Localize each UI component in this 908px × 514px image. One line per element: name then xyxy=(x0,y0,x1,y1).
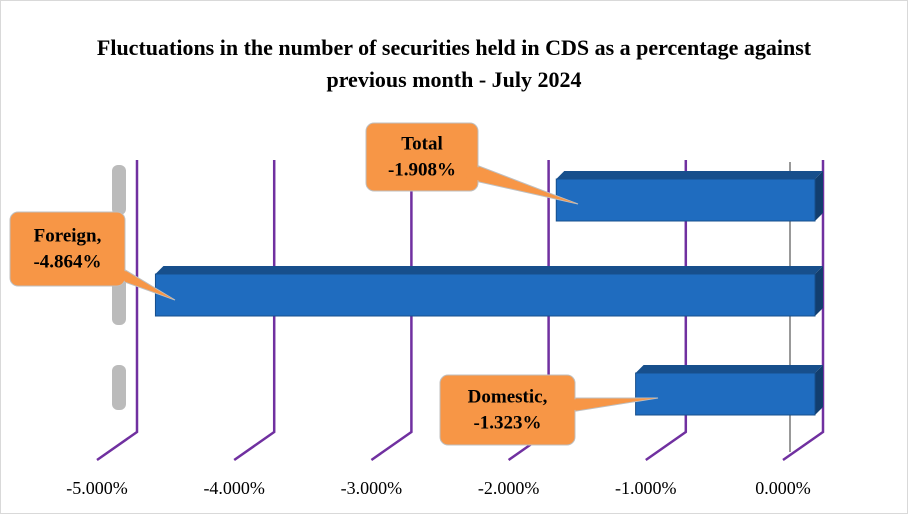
data-label: -1.323% xyxy=(473,412,541,433)
data-label-category: Total xyxy=(401,133,443,154)
bar-side xyxy=(815,266,823,316)
bar-top xyxy=(556,171,823,179)
x-tick-label: 0.000% xyxy=(755,478,811,498)
grid-line xyxy=(233,160,276,462)
bar-front xyxy=(635,372,816,416)
grid-line xyxy=(645,160,688,462)
x-tick-label: -1.000% xyxy=(615,478,677,498)
bar xyxy=(555,171,823,222)
bar xyxy=(635,365,823,416)
bar-side xyxy=(815,171,823,221)
bar-front xyxy=(154,273,816,317)
x-tick-label: -4.000% xyxy=(203,478,265,498)
grid-line xyxy=(370,160,413,462)
data-label: -4.864% xyxy=(33,251,101,272)
x-tick-label: -3.000% xyxy=(341,478,403,498)
x-tick-label: -2.000% xyxy=(478,478,540,498)
callout-box xyxy=(9,211,126,287)
callout-pointer-fill xyxy=(63,240,174,300)
grid-line xyxy=(96,160,139,462)
callout-pointer-fill xyxy=(419,147,577,204)
data-label-category: Foreign, xyxy=(34,225,102,246)
wall-shade xyxy=(112,165,126,215)
data-label: -1.908% xyxy=(388,159,456,180)
bar xyxy=(154,266,824,317)
bar-top xyxy=(155,266,824,274)
bar-top xyxy=(635,365,823,373)
grid-line xyxy=(782,160,825,462)
callout-pointer-fill xyxy=(506,398,657,420)
wall-shade xyxy=(112,365,126,410)
data-label-category: Domestic, xyxy=(468,386,548,407)
x-tick-label: -5.000% xyxy=(66,478,128,498)
bar-side xyxy=(815,365,823,415)
chart-title: Fluctuations in the number of securities… xyxy=(96,35,812,92)
bar-front xyxy=(555,178,816,222)
